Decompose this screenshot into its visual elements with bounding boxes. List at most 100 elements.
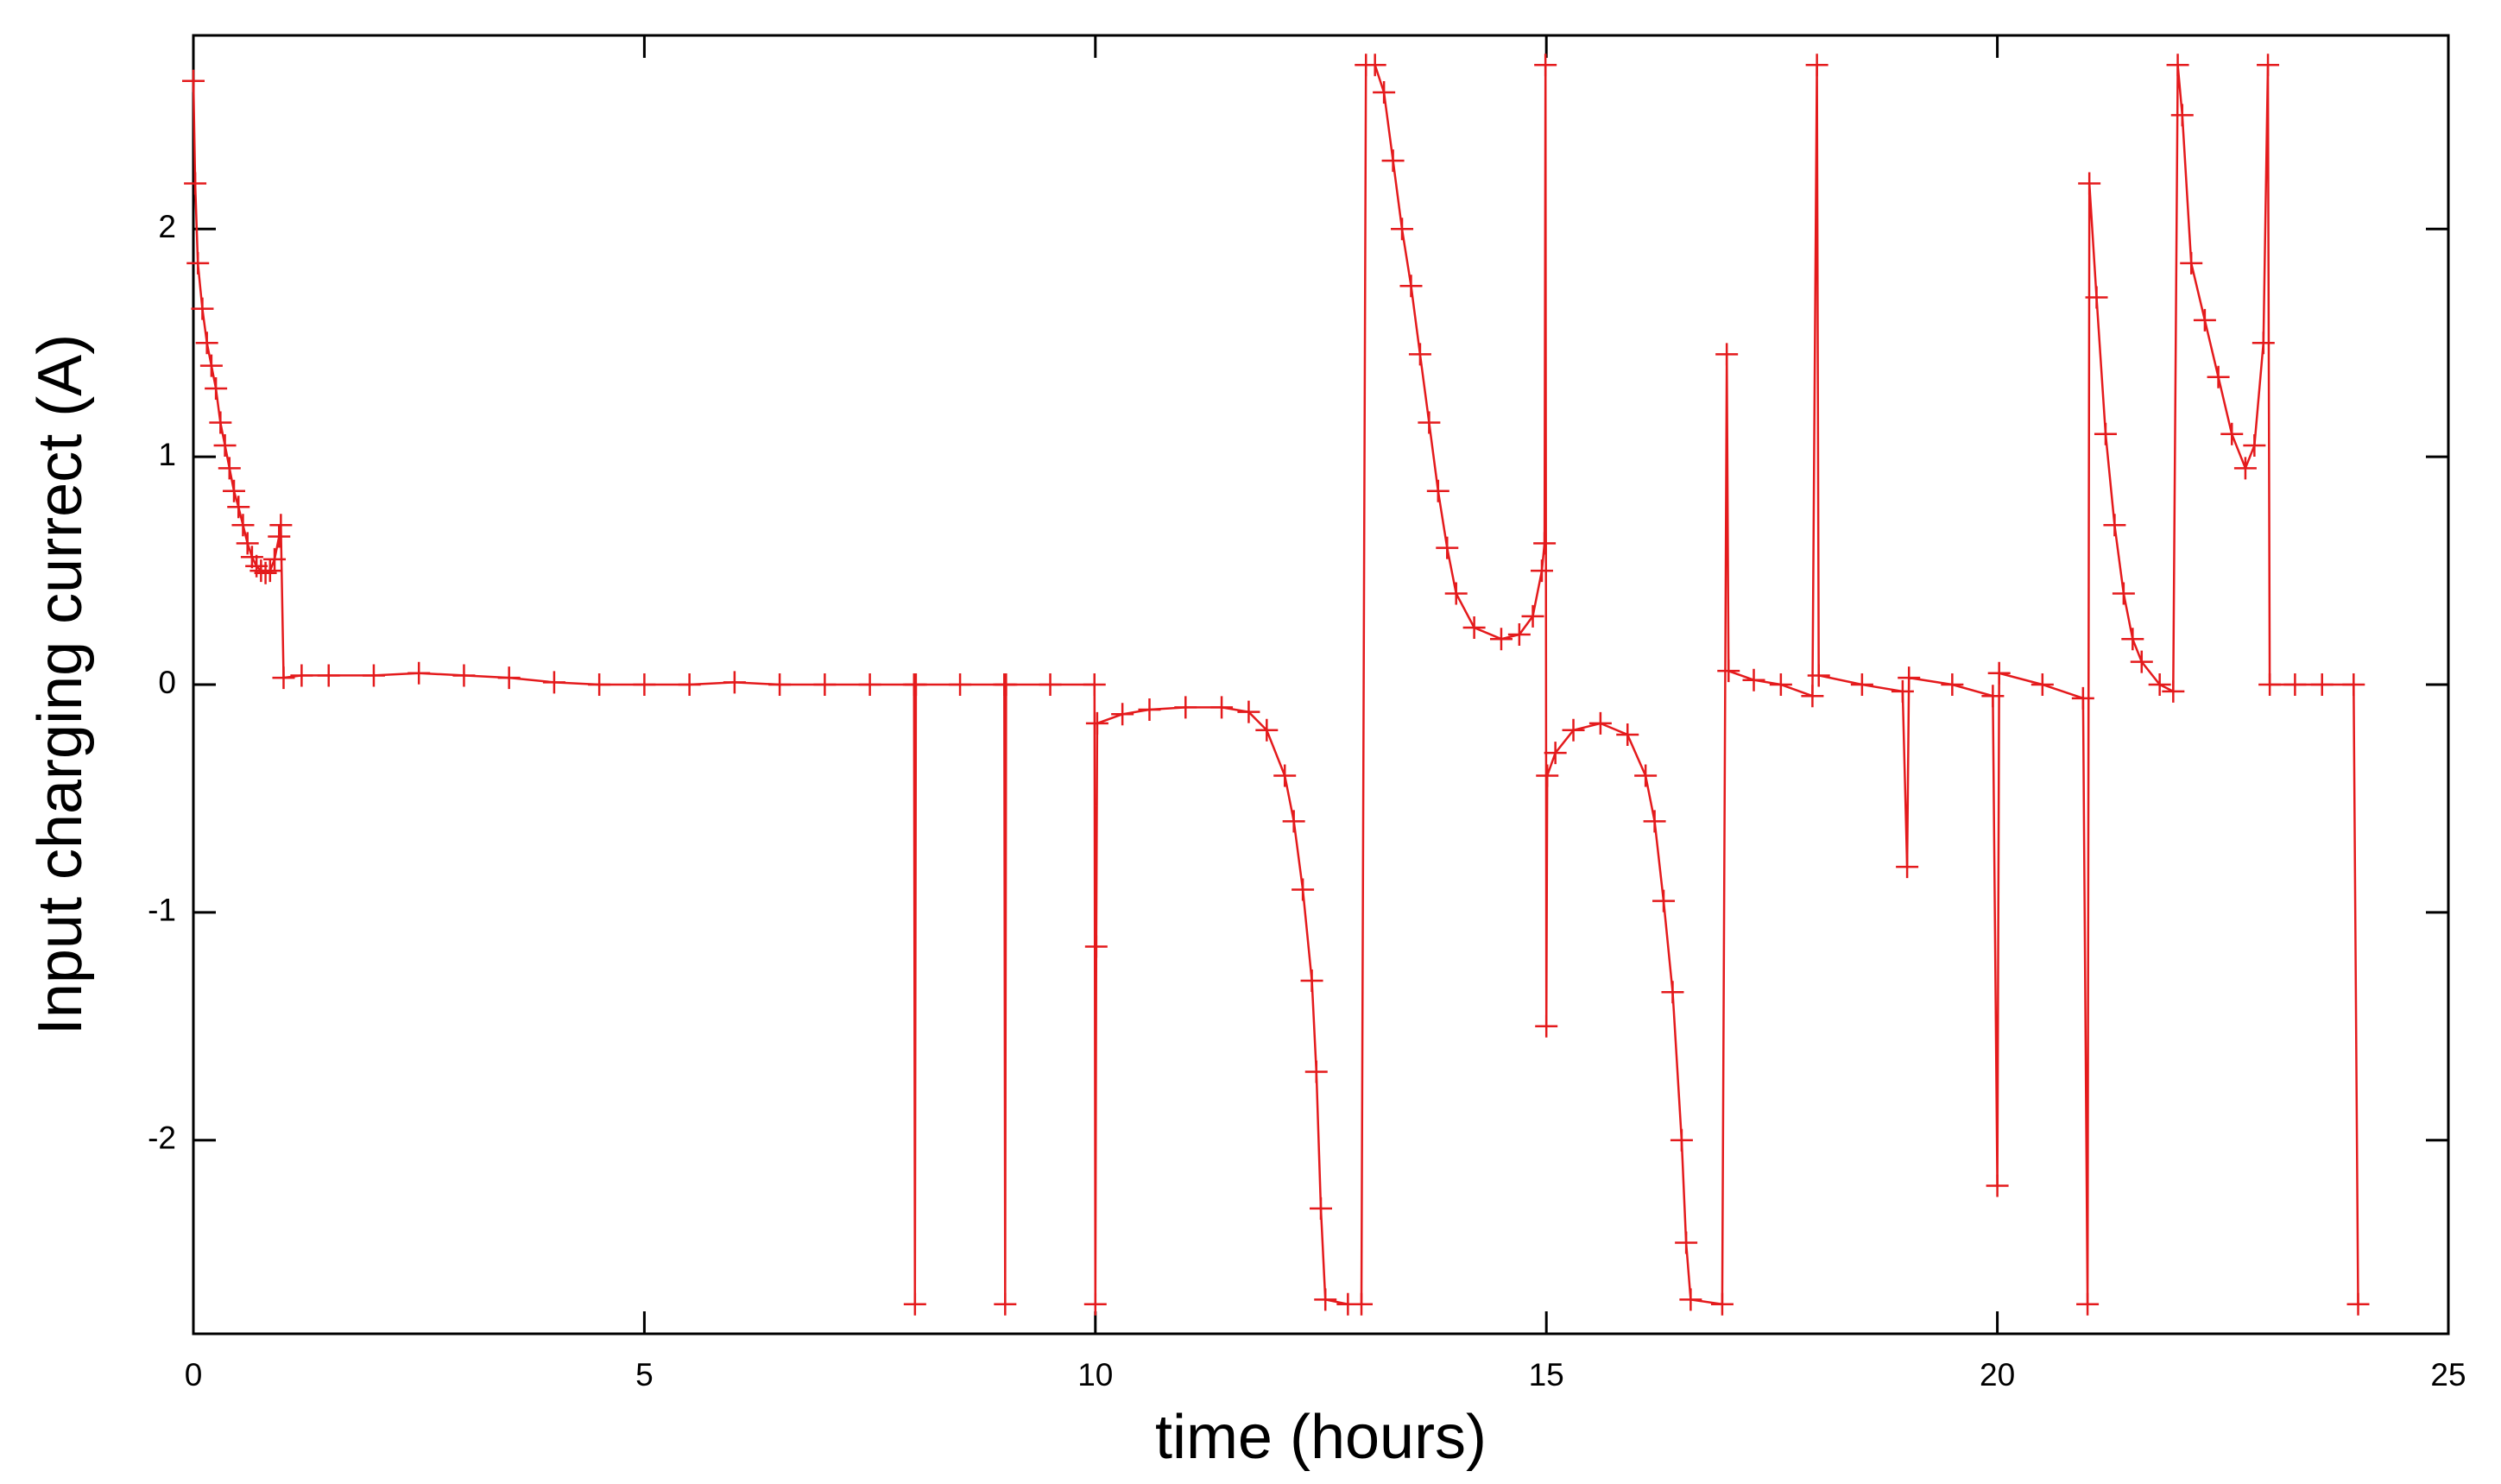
data-point bbox=[1941, 673, 1964, 696]
data-point bbox=[813, 673, 837, 696]
data-point bbox=[1710, 1292, 1734, 1316]
data-point bbox=[903, 1292, 926, 1316]
y-axis-title: Input charging currect (A) bbox=[26, 334, 95, 1035]
data-point bbox=[1643, 810, 1666, 833]
data-point bbox=[1489, 628, 1513, 651]
y-tick-label: -1 bbox=[148, 893, 176, 928]
data-point bbox=[195, 332, 218, 355]
data-point bbox=[1444, 582, 1468, 605]
data-point bbox=[240, 546, 263, 569]
data-point bbox=[269, 514, 293, 537]
data-point bbox=[1292, 878, 1315, 901]
data-point bbox=[2233, 457, 2257, 480]
y-tick-label: 1 bbox=[158, 437, 176, 472]
data-point bbox=[1534, 54, 1557, 77]
data-point bbox=[858, 673, 881, 696]
data-point bbox=[2166, 54, 2189, 77]
data-point bbox=[2207, 365, 2230, 388]
data-point bbox=[542, 671, 565, 694]
x-tick-label: 20 bbox=[1980, 1357, 2015, 1392]
data-point bbox=[2130, 650, 2153, 673]
plot-frame bbox=[192, 34, 2450, 1336]
data-point bbox=[2346, 1292, 2370, 1316]
data-point bbox=[254, 561, 277, 584]
data-point bbox=[2193, 308, 2216, 332]
data-point bbox=[1138, 698, 1161, 722]
data-point bbox=[1661, 981, 1684, 1004]
data-point bbox=[1675, 1231, 1698, 1254]
data-point bbox=[2103, 514, 2126, 537]
data-point bbox=[184, 172, 207, 195]
data-point bbox=[723, 671, 746, 694]
data-point bbox=[1304, 1060, 1328, 1083]
data-point bbox=[1717, 660, 1740, 683]
data-point bbox=[949, 673, 972, 696]
data-point bbox=[1521, 604, 1544, 628]
data-point bbox=[1085, 711, 1108, 735]
data-point bbox=[362, 664, 385, 687]
x-axis-title: time (hours) bbox=[1155, 1403, 1487, 1472]
data-point bbox=[236, 532, 259, 555]
data-point bbox=[497, 666, 521, 690]
data-point bbox=[2310, 673, 2334, 696]
data-point bbox=[2121, 628, 2144, 651]
data-point bbox=[1588, 711, 1612, 735]
data-point bbox=[1314, 1288, 1337, 1311]
data-point bbox=[1273, 764, 1297, 787]
data-point bbox=[904, 673, 927, 696]
data-point bbox=[1436, 536, 1459, 559]
data-point bbox=[1987, 661, 2011, 685]
x-tick-label: 5 bbox=[635, 1357, 654, 1392]
data-point bbox=[1418, 411, 1441, 434]
data-point bbox=[1350, 1292, 1374, 1316]
data-point bbox=[1891, 679, 1914, 703]
data-point bbox=[1536, 764, 1559, 787]
data-point bbox=[1544, 742, 1567, 765]
data-point bbox=[1715, 343, 1739, 366]
data-point bbox=[205, 376, 228, 400]
data-point bbox=[2148, 673, 2171, 696]
data-point bbox=[2071, 686, 2094, 710]
data-point bbox=[1426, 479, 1449, 502]
data-point bbox=[1255, 718, 1279, 742]
data-point bbox=[2030, 673, 2054, 696]
data-point bbox=[1300, 969, 1323, 993]
data-point bbox=[768, 673, 792, 696]
data-point bbox=[182, 69, 205, 92]
data-point bbox=[407, 661, 431, 685]
data-point bbox=[1679, 1288, 1702, 1311]
data-point bbox=[1174, 696, 1197, 719]
data-point bbox=[1801, 685, 1824, 708]
data-point bbox=[218, 457, 241, 480]
data-point bbox=[452, 664, 476, 687]
data-point bbox=[1535, 1014, 1558, 1038]
data-point bbox=[2085, 286, 2108, 309]
data-point bbox=[1807, 664, 1830, 687]
data-point bbox=[2220, 422, 2244, 445]
data-point bbox=[258, 559, 281, 583]
data-point bbox=[1399, 275, 1423, 298]
data-point bbox=[317, 664, 340, 687]
data-point bbox=[1533, 532, 1557, 555]
data-point bbox=[2076, 1292, 2100, 1316]
x-tick-label: 0 bbox=[185, 1357, 203, 1392]
data-point bbox=[2257, 54, 2280, 77]
data-point bbox=[227, 496, 250, 519]
x-tick-label: 10 bbox=[1077, 1357, 1113, 1392]
data-point bbox=[1981, 685, 2005, 708]
data-point bbox=[2078, 172, 2101, 195]
data-point bbox=[268, 525, 291, 548]
x-tick-label: 25 bbox=[2430, 1357, 2466, 1392]
data-point bbox=[2243, 433, 2266, 457]
data-point bbox=[1039, 673, 1062, 696]
data-point bbox=[231, 514, 255, 537]
data-point bbox=[1282, 810, 1305, 833]
data-point bbox=[633, 673, 656, 696]
data-point bbox=[1084, 935, 1108, 958]
data-point bbox=[1634, 764, 1658, 787]
data-point bbox=[1986, 1174, 2009, 1197]
data-point bbox=[186, 251, 210, 275]
data-point bbox=[1462, 616, 1486, 640]
data-point bbox=[223, 479, 246, 502]
